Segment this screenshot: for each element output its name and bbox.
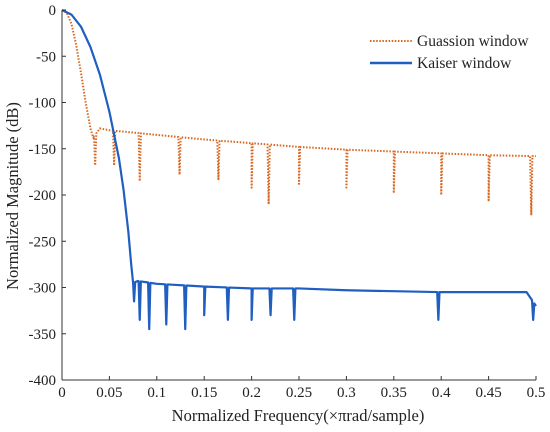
y-tick-label: -100 <box>29 96 57 112</box>
x-tick-label: 0 <box>58 385 66 401</box>
x-tick-label: 0.15 <box>191 385 217 401</box>
x-tick-label: 0.1 <box>147 385 166 401</box>
x-tick-label: 0.2 <box>242 385 261 401</box>
x-axis-label: Normalized Frequency(×πrad/sample) <box>172 406 425 425</box>
x-tick-label: 0.25 <box>286 385 312 401</box>
x-tick-label: 0.5 <box>527 385 546 401</box>
x-tick-label: 0.3 <box>337 385 356 401</box>
y-axis-label: Normalized Magnitude (dB) <box>3 102 22 290</box>
y-tick-label: -350 <box>29 327 57 343</box>
series-line-2 <box>61 9 537 331</box>
y-tick-label: -400 <box>29 373 57 389</box>
legend-label-2: Kaiser window <box>417 55 512 72</box>
x-tick-label: 0.35 <box>381 385 407 401</box>
legend-label-1: Guassion window <box>417 33 529 50</box>
y-tick-label: -50 <box>36 49 56 65</box>
y-tick-label: -150 <box>29 142 57 158</box>
x-tick-label: 0.45 <box>475 385 501 401</box>
x-tick-label: 0.4 <box>432 385 451 401</box>
y-tick-label: -250 <box>29 234 57 250</box>
axes: 0 0.05 0.1 0.15 0.2 0.25 0.3 0.35 0.4 0.45 0.5 0 -50… <box>29 3 546 401</box>
y-tick-label: -300 <box>29 281 57 297</box>
legend: Guassion window Kaiser window <box>370 33 529 72</box>
series-line-1 <box>61 9 537 217</box>
x-tick-label: 0.05 <box>96 385 122 401</box>
y-tick-label: -200 <box>29 188 57 204</box>
y-tick-label: 0 <box>49 3 57 19</box>
plot-area <box>61 9 537 331</box>
